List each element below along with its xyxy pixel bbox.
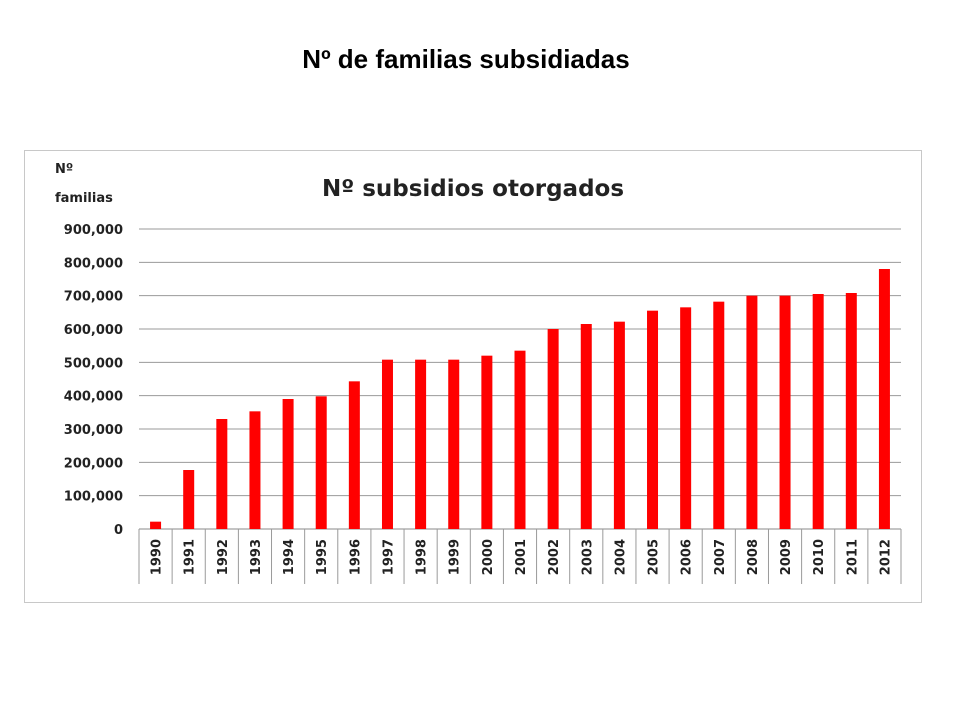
bar-1991 [183, 470, 195, 529]
bar-2012 [878, 269, 890, 529]
y-tick-label: 700,000 [64, 290, 123, 305]
bar-1994 [282, 399, 294, 529]
x-tick-label: 1995 [315, 539, 330, 575]
x-tick-label: 2008 [746, 539, 761, 575]
bar-2001 [514, 350, 526, 529]
bar-1993 [249, 411, 261, 529]
y-tick-label: 900,000 [64, 223, 123, 238]
y-tick-label: 0 [114, 523, 123, 538]
x-tick-label: 1991 [183, 539, 198, 575]
bar-2009 [779, 295, 791, 529]
bar-2000 [481, 355, 493, 529]
y-tick-label: 600,000 [64, 323, 123, 338]
bar-1990 [150, 521, 162, 529]
chart-title: Nº subsidios otorgados [322, 176, 624, 202]
y-tick-label: 300,000 [64, 423, 123, 438]
bar-2004 [613, 321, 625, 529]
x-tick-label: 1994 [282, 539, 297, 575]
x-tick-label: 2007 [713, 539, 728, 575]
bar-1997 [381, 359, 393, 529]
bar-2005 [647, 310, 659, 529]
x-tick-label: 2004 [613, 539, 628, 575]
x-tick-label: 2003 [580, 539, 595, 575]
y-tick-label: 500,000 [64, 356, 123, 371]
bar-1996 [348, 381, 360, 529]
bar-1995 [315, 396, 327, 529]
bar-2007 [713, 301, 725, 529]
x-tick-label: 2002 [547, 539, 562, 575]
bar-chart: Nº familias Nº subsidios otorgados 0 100,… [55, 162, 902, 584]
x-tick-label: 2006 [680, 539, 695, 575]
x-tick-label: 2005 [647, 539, 662, 575]
x-tick-label: 2009 [779, 539, 794, 575]
bar-2010 [812, 294, 824, 529]
x-tick-label: 2010 [812, 539, 827, 575]
bar-1999 [448, 359, 460, 529]
chart-frame: Nº familias Nº subsidios otorgados 0 100,… [24, 150, 922, 603]
x-tick-label: 1999 [448, 539, 463, 575]
x-tick-label: 2011 [845, 539, 860, 575]
y-tick-label: 100,000 [64, 490, 123, 505]
x-tick-label: 1998 [415, 539, 430, 575]
y-axis-label-line-1: Nº [55, 162, 73, 177]
bar-1998 [415, 359, 427, 529]
x-tick-label: 2001 [514, 539, 529, 575]
bar-2011 [845, 293, 857, 529]
x-tick-label: 2000 [481, 539, 496, 575]
x-tick-label: 1993 [249, 539, 264, 575]
bar-2006 [680, 307, 692, 529]
bar-2002 [547, 329, 559, 529]
bar-1992 [216, 419, 228, 529]
y-tick-label: 200,000 [64, 456, 123, 471]
x-tick-label: 1996 [348, 539, 363, 575]
y-tick-label: 800,000 [64, 256, 123, 271]
page-title: Nº de familias subsidiadas [302, 44, 630, 74]
y-tick-label: 400,000 [64, 390, 123, 405]
x-tick-label: 1990 [150, 539, 165, 575]
bar-2008 [746, 295, 758, 529]
x-tick-label: 1992 [216, 539, 231, 575]
y-axis-label-line-2: familias [55, 191, 113, 206]
bar-2003 [580, 324, 592, 529]
x-tick-label: 2012 [878, 539, 893, 575]
x-tick-label: 1997 [381, 539, 396, 575]
